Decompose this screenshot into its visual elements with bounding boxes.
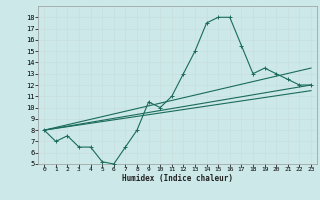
X-axis label: Humidex (Indice chaleur): Humidex (Indice chaleur) xyxy=(122,174,233,183)
